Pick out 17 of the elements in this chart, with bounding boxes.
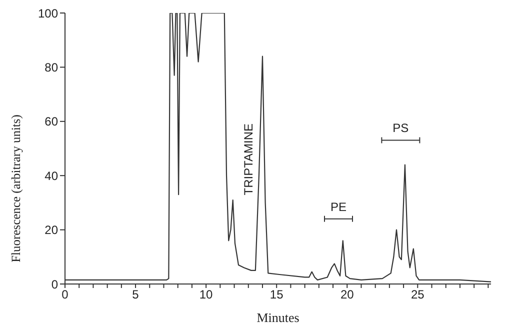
annotation: PE	[330, 200, 346, 214]
y-tick-label: 40	[44, 168, 58, 183]
x-tick-label: 10	[199, 288, 214, 302]
y-tick-label: 20	[44, 223, 58, 238]
y-tick-label: 60	[44, 114, 58, 129]
y-tick-label: 100	[38, 6, 58, 20]
x-tick-label: 25	[410, 288, 425, 302]
x-tick-label: 15	[270, 288, 284, 302]
x-tick-label: 5	[132, 288, 140, 302]
annotation: TRIPTAMINE	[241, 123, 256, 196]
x-tick-label: 20	[340, 288, 354, 302]
y-tick-label: 80	[44, 60, 58, 74]
x-tick-label: 0	[62, 288, 69, 302]
annotation: PS	[392, 121, 409, 136]
y-tick-label: 0	[51, 277, 58, 292]
x-axis-title: Minutes	[256, 310, 300, 325]
y-axis-title: Fluorescence (arbitrary units)	[9, 114, 23, 262]
